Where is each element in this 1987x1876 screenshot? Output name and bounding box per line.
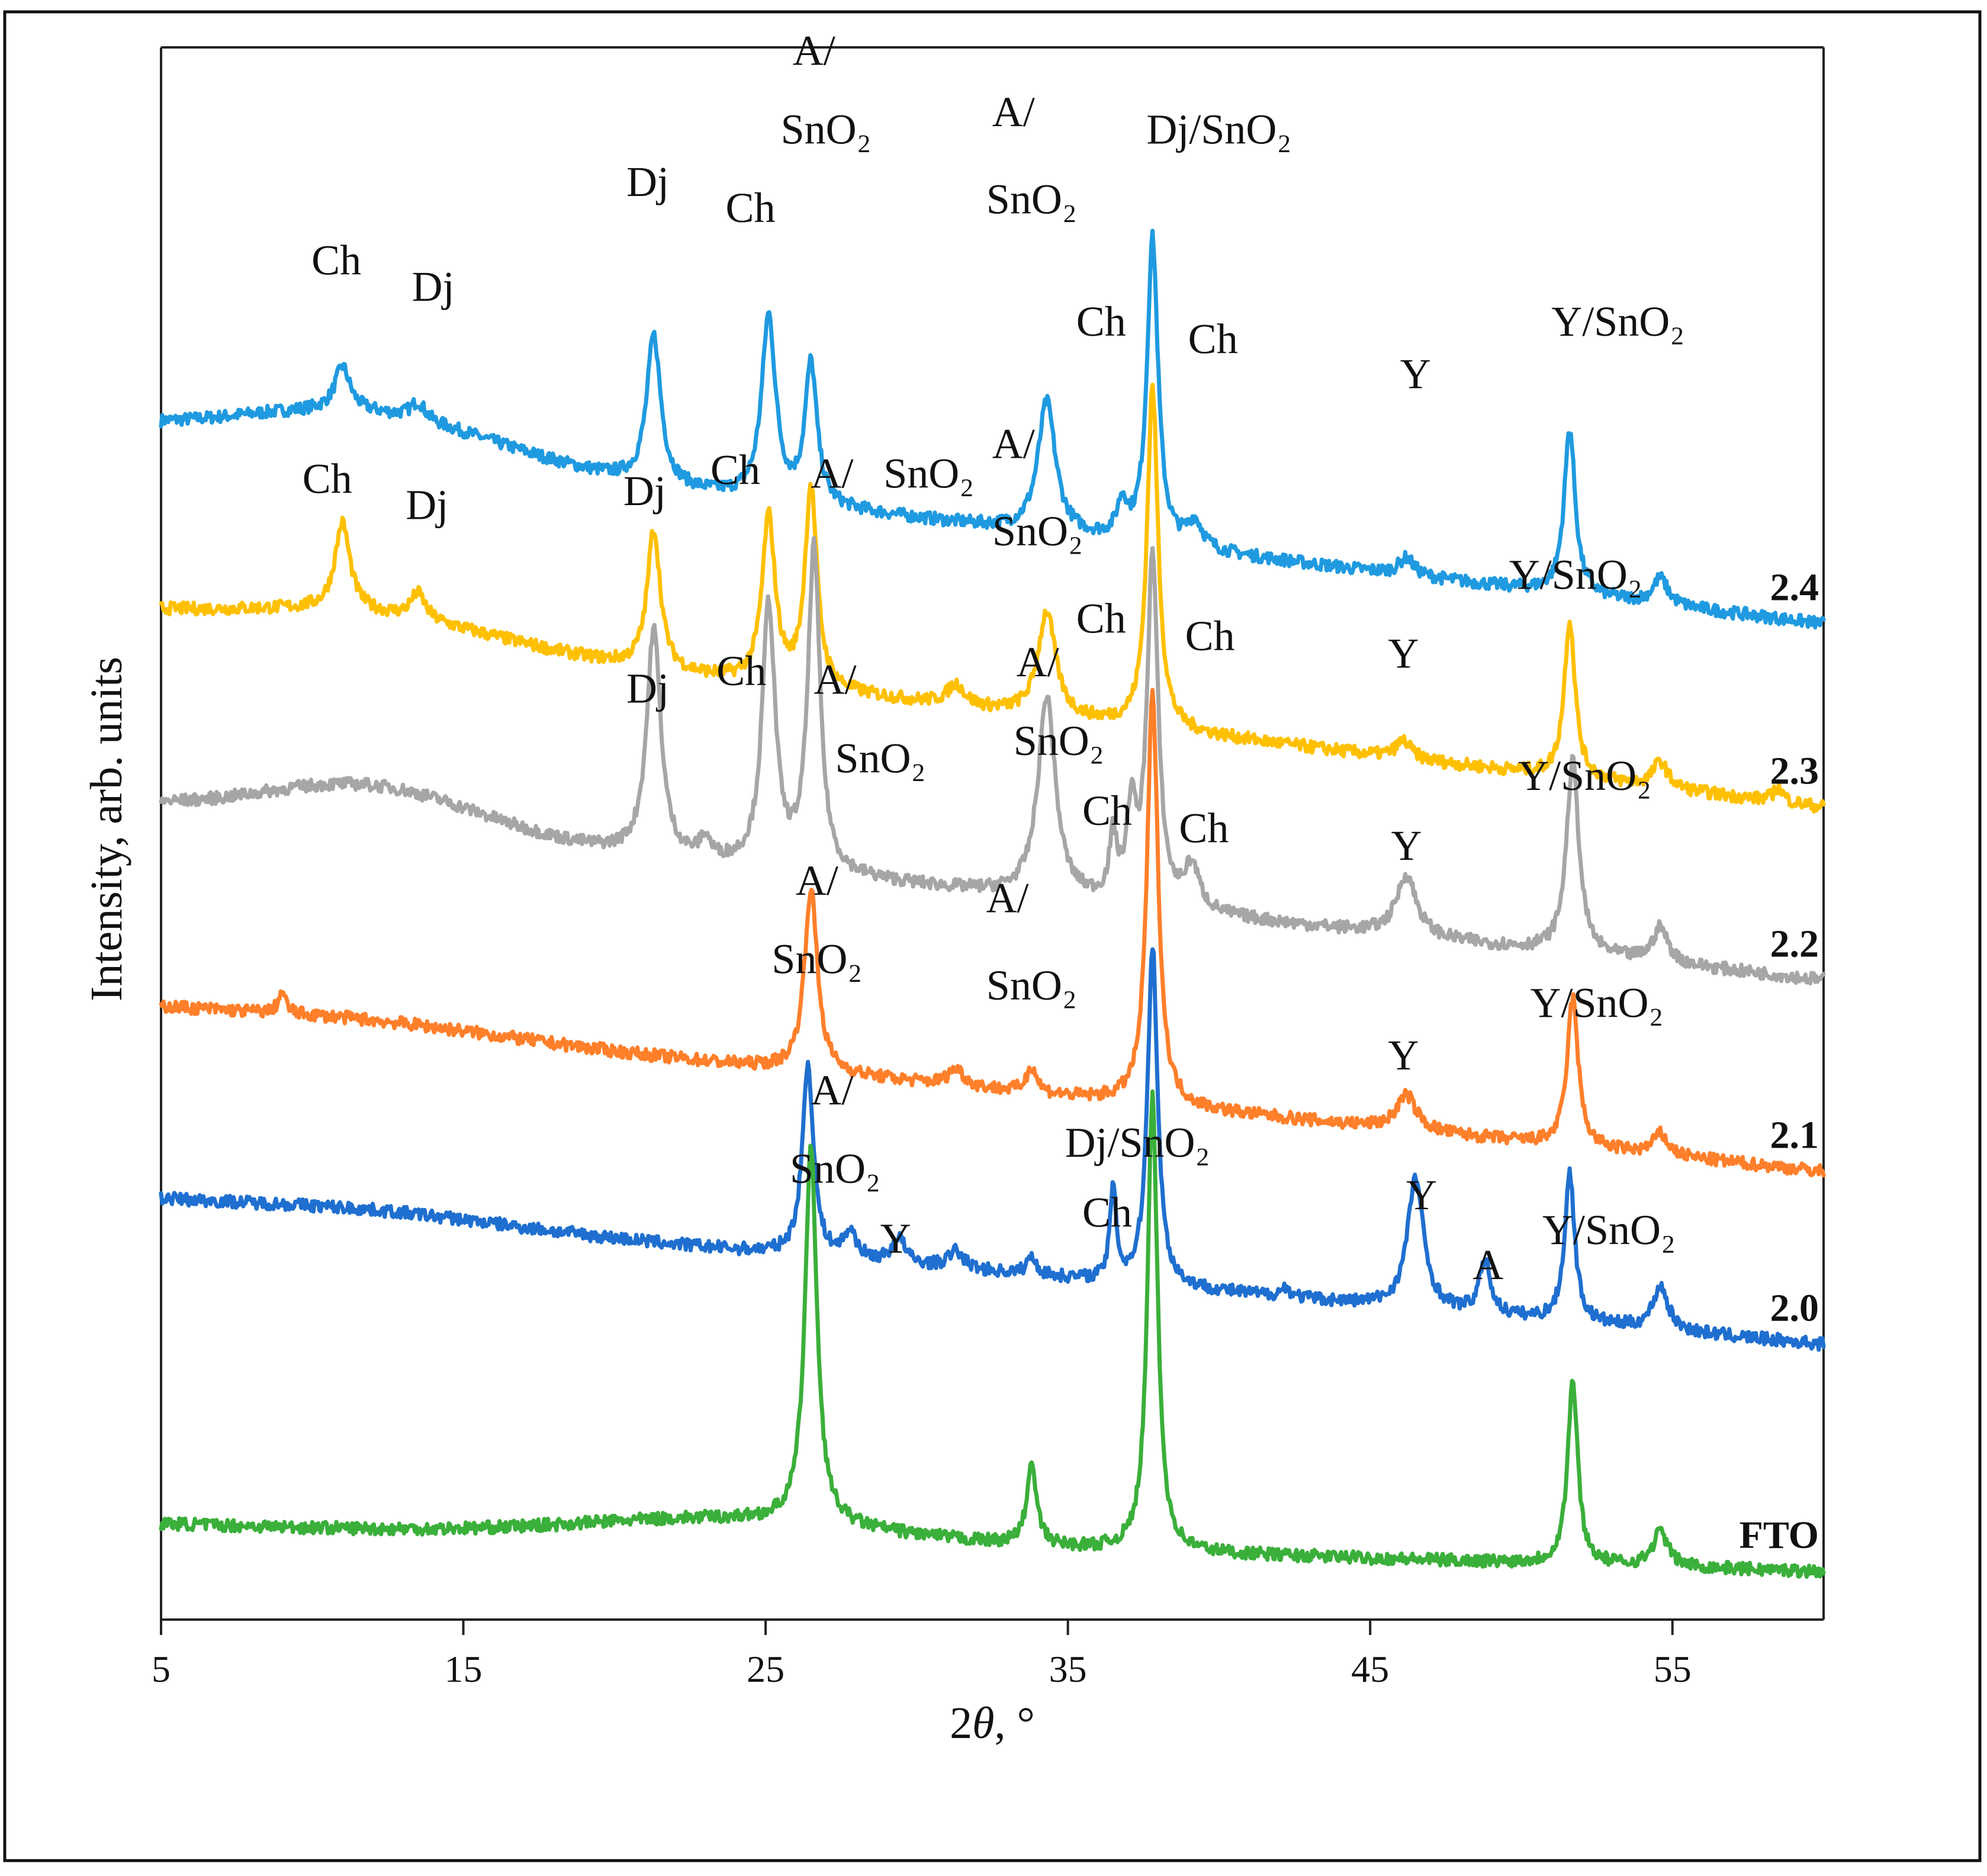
x-axis-title: 2θ, ° <box>950 1698 1035 1748</box>
peak-annotation: Y/SnO₂ <box>1551 298 1684 345</box>
x-tick-label: 25 <box>747 1648 784 1690</box>
y-axis-title: Intensity, arb. units <box>82 657 131 1001</box>
peak-annotation: A/ <box>992 420 1035 467</box>
peak-annotation: Ch <box>1179 804 1229 852</box>
peak-annotation: Ch <box>1076 298 1126 345</box>
x-axis-title-suffix: , ° <box>994 1698 1034 1748</box>
figure-frame <box>3 10 1982 1862</box>
x-tick-label: 5 <box>152 1648 171 1690</box>
peak-annotation: Y/SnO₂ <box>1509 551 1642 599</box>
peak-annotation: Dj <box>626 664 669 712</box>
peak-annotation: Ch <box>1082 1188 1132 1236</box>
peak-annotation: SnO₂ <box>781 105 872 153</box>
series-label: 2.2 <box>1770 922 1819 965</box>
peak-annotation: Y <box>1388 1032 1419 1079</box>
peak-annotation: SnO₂ <box>790 1145 880 1193</box>
series-label: 2.3 <box>1770 749 1819 792</box>
peak-annotation: Ch <box>1185 612 1235 660</box>
peak-annotation: SnO₂ <box>986 175 1077 223</box>
peak-annotation: SnO₂ <box>883 449 974 497</box>
series-label: 2.4 <box>1770 566 1819 609</box>
peak-annotation: A/ <box>814 656 857 704</box>
series-layer <box>159 229 1826 1579</box>
x-axis-title-prefix: 2 <box>950 1698 972 1748</box>
peak-annotation: Y <box>1400 350 1431 397</box>
peak-annotation: A/ <box>796 857 838 904</box>
x-tick-label: 35 <box>1049 1648 1087 1690</box>
peak-annotation: A/ <box>992 88 1035 136</box>
peak-annotation: Y/SnO₂ <box>1518 752 1651 799</box>
peak-annotation: A/ <box>793 27 835 75</box>
peak-annotation: Ch <box>726 184 776 232</box>
peak-annotation: SnO₂ <box>1014 717 1104 764</box>
peak-annotation: Dj <box>411 263 454 310</box>
peak-annotation: Y/SnO₂ <box>1531 979 1664 1026</box>
series-line-fto <box>159 1089 1826 1579</box>
x-tick-label: 55 <box>1654 1648 1692 1690</box>
peak-annotation: Dj/SnO₂ <box>1065 1119 1210 1166</box>
peak-annotation: SnO₂ <box>986 962 1077 1009</box>
series-line-2-3 <box>159 383 1826 814</box>
x-tick-label: 45 <box>1351 1648 1389 1690</box>
peak-annotation: A/ <box>986 874 1029 921</box>
peak-annotation: Dj <box>406 481 448 529</box>
peak-annotation: A/ <box>811 449 853 497</box>
series-labels: 2.4 2.3 2.2 2.1 2.0 FTO <box>1740 566 1819 1557</box>
peak-annotation: SnO₂ <box>771 936 862 983</box>
x-axis-ticks: 5 15 25 35 45 55 <box>152 1620 1692 1690</box>
peak-annotation: Ch <box>716 647 766 695</box>
peak-annotation: Dj/SnO₂ <box>1146 105 1291 153</box>
peak-annotation: A/ <box>811 1067 853 1114</box>
series-line-2-0 <box>159 947 1826 1352</box>
peak-annotations: Ch Dj Dj Ch A/SnO₂ A/SnO₂ Dj/SnO₂ Ch Ch Y Y/SnO₂ Ch… <box>303 27 1685 1289</box>
peak-annotation: Ch <box>1188 315 1238 362</box>
peak-annotation: A <box>1472 1241 1503 1289</box>
peak-annotation: Ch <box>1082 787 1132 834</box>
peak-annotation: Y <box>1388 629 1419 677</box>
peak-annotation: Dj <box>626 158 669 205</box>
x-axis-title-theta: θ <box>972 1698 994 1748</box>
peak-annotation: SnO₂ <box>992 507 1083 555</box>
peak-annotation: SnO₂ <box>835 734 926 782</box>
peak-annotation: Y <box>1406 1171 1437 1219</box>
peak-annotation: Y <box>1391 822 1422 869</box>
peak-annotation: Y <box>880 1215 911 1263</box>
series-label: 2.0 <box>1770 1286 1819 1329</box>
peak-annotation: Y/SnO₂ <box>1542 1206 1676 1254</box>
peak-annotation: Dj <box>623 467 666 515</box>
series-label: 2.1 <box>1770 1113 1819 1157</box>
series-line-2-1 <box>159 688 1826 1178</box>
peak-annotation: Ch <box>710 446 760 494</box>
peak-annotation: Ch <box>311 237 361 284</box>
peak-annotation: A/ <box>1017 638 1059 686</box>
series-line-2-2 <box>159 536 1826 986</box>
peak-annotation: Ch <box>303 455 352 502</box>
series-line-2-4 <box>159 229 1826 629</box>
x-tick-label: 15 <box>445 1648 483 1690</box>
peak-annotation: Ch <box>1076 595 1126 642</box>
series-label: FTO <box>1740 1514 1819 1557</box>
